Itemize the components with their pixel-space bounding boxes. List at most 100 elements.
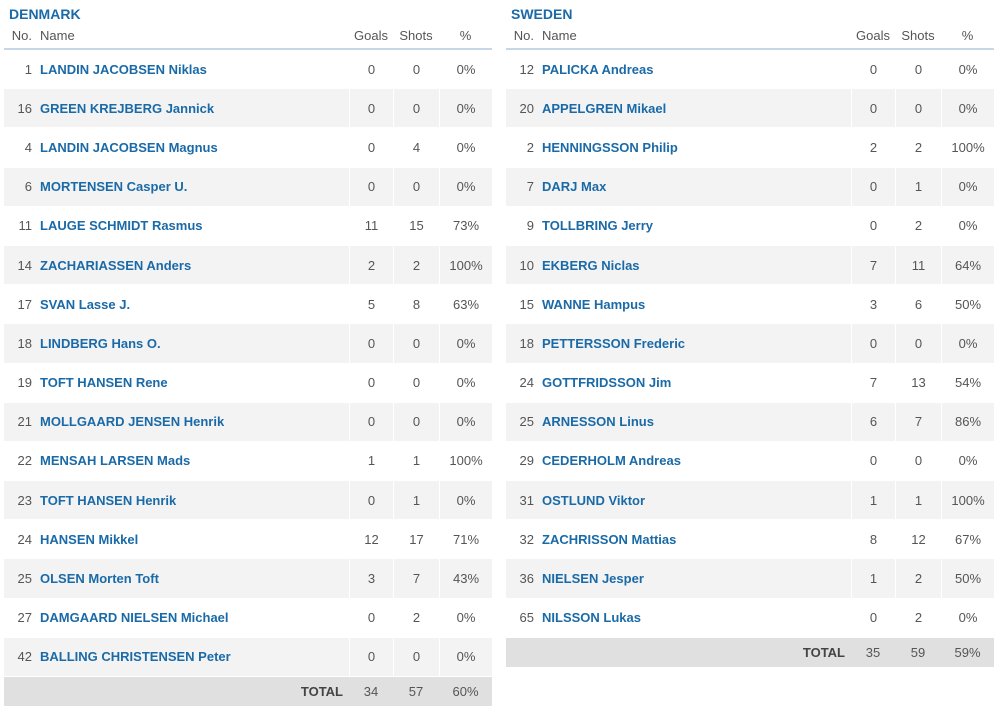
player-number: 12 (506, 50, 538, 90)
player-goals: 0 (349, 50, 393, 90)
player-name-link[interactable]: LINDBERG Hans O. (40, 335, 161, 351)
player-name-link[interactable]: HANSEN Mikkel (40, 531, 139, 547)
player-number: 7 (506, 167, 538, 207)
total-shots: 59 (895, 637, 941, 667)
table-row: 10 EKBERG Niclas 7 11 64% (506, 245, 994, 286)
column-header-name: Name (36, 22, 349, 50)
player-name-link[interactable]: SVAN Lasse J. (40, 296, 131, 312)
player-name-link[interactable]: WANNE Hampus (542, 296, 646, 312)
player-name-link[interactable]: NIELSEN Jesper (542, 571, 644, 587)
player-number: 42 (4, 637, 36, 677)
player-pct: 50% (941, 285, 994, 325)
player-name-link[interactable]: GREEN KREJBERG Jannick (40, 100, 215, 116)
player-number: 9 (506, 206, 538, 246)
player-shots: 1 (895, 167, 941, 207)
player-name-link[interactable]: OLSEN Morten Toft (40, 571, 159, 587)
player-pct: 0% (941, 50, 994, 90)
player-name-link[interactable]: LANDIN JACOBSEN Niklas (40, 61, 207, 77)
player-name-cell: LAUGE SCHMIDT Rasmus (36, 206, 349, 246)
table-row: 9 TOLLBRING Jerry 0 2 0% (506, 206, 994, 246)
table-row: 27 DAMGAARD NIELSEN Michael 0 2 0% (4, 598, 492, 638)
player-name-link[interactable]: MORTENSEN Casper U. (40, 179, 188, 195)
table-row: 11 LAUGE SCHMIDT Rasmus 11 15 73% (4, 206, 492, 246)
player-name-link[interactable]: TOLLBRING Jerry (542, 218, 654, 234)
total-shots: 57 (393, 677, 439, 706)
player-name-cell: MORTENSEN Casper U. (36, 167, 349, 207)
table-row: 32 ZACHRISSON Mattias 8 12 67% (506, 520, 994, 560)
player-name-cell: TOLLBRING Jerry (538, 206, 851, 246)
player-name-link[interactable]: ZACHRISSON Mattias (542, 531, 677, 547)
player-pct: 0% (941, 598, 994, 638)
player-name-cell: TOFT HANSEN Rene (36, 363, 349, 403)
player-goals: 2 (349, 245, 393, 286)
player-name-cell: MENSAH LARSEN Mads (36, 441, 349, 482)
table-row: 24 GOTTFRIDSSON Jim 7 13 54% (506, 363, 994, 403)
player-name-link[interactable]: OSTLUND Viktor (542, 492, 646, 508)
player-name-link[interactable]: GOTTFRIDSSON Jim (542, 375, 672, 391)
player-name-link[interactable]: LAUGE SCHMIDT Rasmus (40, 218, 203, 234)
player-name-cell: NIELSEN Jesper (538, 559, 851, 599)
table-row: 36 NIELSEN Jesper 1 2 50% (506, 559, 994, 599)
column-header-shots: Shots (393, 22, 439, 50)
player-goals: 3 (851, 285, 895, 325)
player-name-link[interactable]: TOFT HANSEN Rene (40, 375, 168, 391)
player-name-link[interactable]: DARJ Max (542, 179, 607, 195)
column-header-goals: Goals (349, 22, 393, 50)
player-name-link[interactable]: DAMGAARD NIELSEN Michael (40, 610, 229, 626)
player-pct: 86% (941, 402, 994, 442)
player-name-link[interactable]: APPELGREN Mikael (542, 100, 667, 116)
player-number: 25 (4, 559, 36, 599)
player-shots: 0 (895, 324, 941, 364)
player-goals: 0 (349, 363, 393, 403)
player-shots: 6 (895, 285, 941, 325)
total-label: TOTAL (4, 677, 349, 706)
player-shots: 2 (393, 598, 439, 638)
table-row: 14 ZACHARIASSEN Anders 2 2 100% (4, 245, 492, 286)
player-shots: 1 (393, 481, 439, 521)
total-row: TOTAL 35 59 59% (506, 637, 994, 667)
player-pct: 50% (941, 559, 994, 599)
player-name-link[interactable]: EKBERG Niclas (542, 257, 640, 273)
player-shots: 17 (393, 520, 439, 560)
player-number: 36 (506, 559, 538, 599)
player-stats-table: No. Name Goals Shots % 1 LANDIN JACOBSEN … (4, 22, 492, 706)
player-goals: 8 (851, 520, 895, 560)
player-name-cell: CEDERHOLM Andreas (538, 441, 851, 482)
table-row: 6 MORTENSEN Casper U. 0 0 0% (4, 167, 492, 207)
player-pct: 0% (439, 324, 492, 364)
player-shots: 0 (393, 167, 439, 207)
table-row: 24 HANSEN Mikkel 12 17 71% (4, 520, 492, 560)
player-number: 19 (4, 363, 36, 403)
table-row: 22 MENSAH LARSEN Mads 1 1 100% (4, 441, 492, 482)
player-goals: 0 (349, 167, 393, 207)
player-name-link[interactable]: CEDERHOLM Andreas (542, 453, 681, 469)
player-name-link[interactable]: HENNINGSSON Philip (542, 139, 678, 155)
player-shots: 0 (393, 50, 439, 90)
player-name-link[interactable]: BALLING CHRISTENSEN Peter (40, 649, 231, 665)
player-goals: 5 (349, 285, 393, 325)
player-name-link[interactable]: MOLLGAARD JENSEN Henrik (40, 414, 225, 430)
player-pct: 0% (439, 598, 492, 638)
player-name-link[interactable]: PETTERSSON Frederic (542, 335, 686, 351)
player-name-cell: ARNESSON Linus (538, 402, 851, 442)
player-name-cell: APPELGREN Mikael (538, 89, 851, 129)
player-goals: 0 (851, 167, 895, 207)
player-number: 18 (506, 324, 538, 364)
player-name-link[interactable]: ARNESSON Linus (542, 414, 654, 430)
player-name-link[interactable]: MENSAH LARSEN Mads (40, 453, 191, 469)
total-label: TOTAL (506, 637, 851, 667)
table-header-row: No. Name Goals Shots % (506, 22, 994, 50)
player-number: 17 (4, 285, 36, 325)
player-shots: 15 (393, 206, 439, 246)
player-number: 4 (4, 128, 36, 168)
table-row: 2 HENNINGSSON Philip 2 2 100% (506, 128, 994, 168)
player-name-link[interactable]: PALICKA Andreas (542, 61, 654, 77)
player-name-link[interactable]: TOFT HANSEN Henrik (40, 492, 177, 508)
player-name-link[interactable]: NILSSON Lukas (542, 610, 641, 626)
player-name-link[interactable]: ZACHARIASSEN Anders (40, 257, 192, 273)
player-name-cell: WANNE Hampus (538, 285, 851, 325)
player-name-link[interactable]: LANDIN JACOBSEN Magnus (40, 139, 218, 155)
player-number: 18 (4, 324, 36, 364)
player-pct: 73% (439, 206, 492, 246)
player-name-cell: NILSSON Lukas (538, 598, 851, 638)
